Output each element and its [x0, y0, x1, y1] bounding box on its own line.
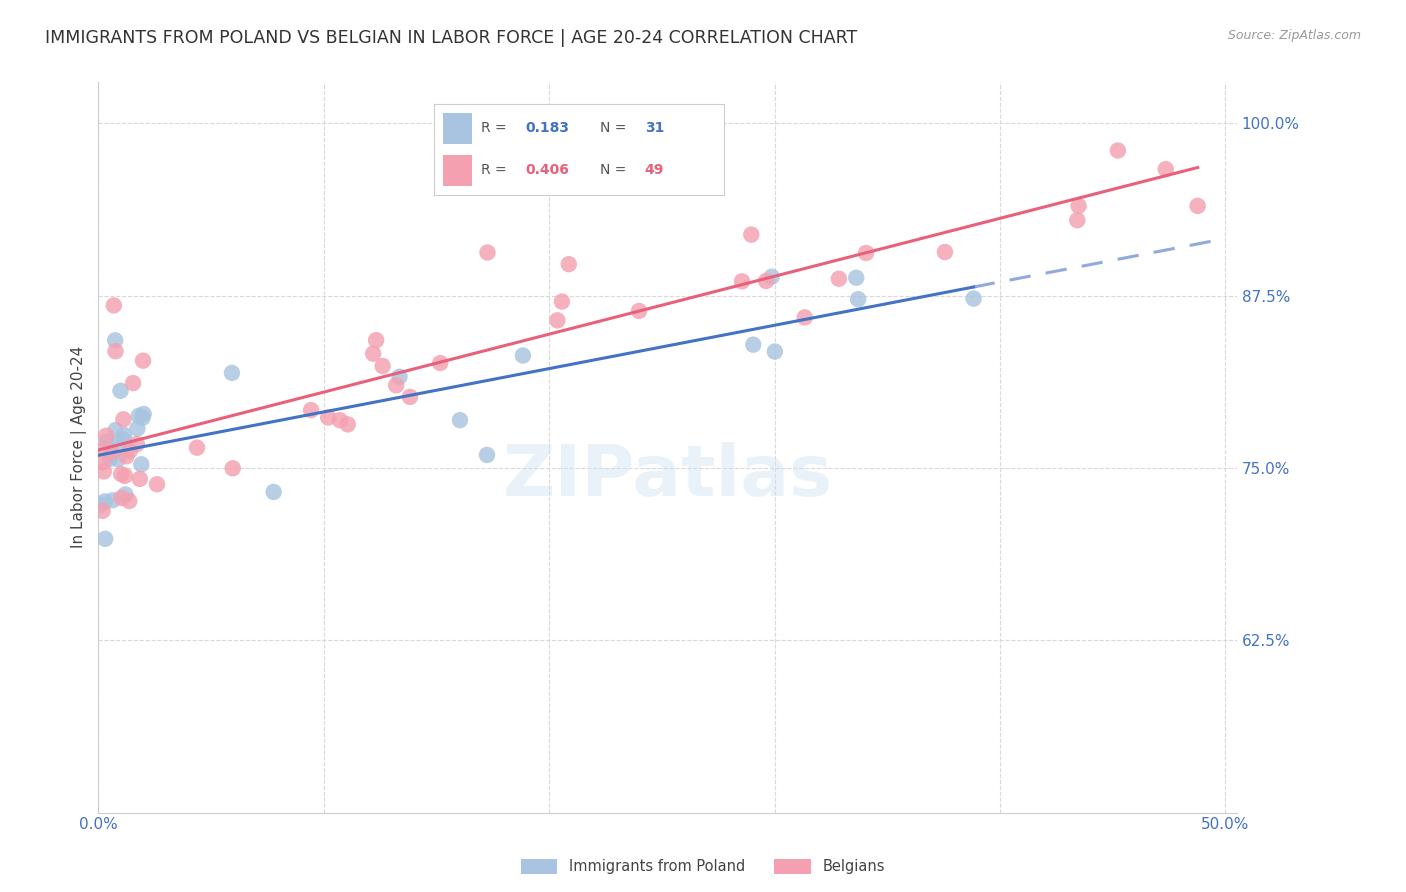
Point [110, 384, 132, 398]
Point [551, 294, 574, 309]
Point [222, 461, 245, 475]
Point [934, 245, 956, 260]
Point [94, 532, 117, 546]
Point [114, 487, 136, 501]
Point [793, 310, 815, 325]
Point [740, 227, 762, 242]
Point [118, 494, 141, 508]
Point [855, 246, 877, 260]
Point [91, 504, 114, 518]
Point [128, 409, 150, 423]
Point [127, 421, 149, 435]
Point [114, 468, 136, 483]
Point [104, 423, 127, 437]
Text: ZIPatlas: ZIPatlas [502, 442, 832, 511]
Point [962, 292, 984, 306]
Point [512, 349, 534, 363]
Point [94, 429, 117, 443]
Point [316, 410, 339, 425]
Point [1107, 144, 1129, 158]
Point [361, 347, 384, 361]
Point [761, 269, 783, 284]
Point [115, 450, 138, 464]
Point [755, 274, 778, 288]
Point [1067, 199, 1090, 213]
Point [90, 498, 112, 512]
Point [103, 298, 125, 312]
Point [742, 337, 765, 351]
Point [110, 491, 132, 505]
Point [104, 344, 127, 359]
Point [132, 407, 155, 421]
Point [91, 442, 114, 457]
Point [828, 271, 851, 285]
Point [131, 458, 153, 472]
Point [546, 313, 568, 327]
Point [263, 485, 285, 500]
Point [1187, 199, 1209, 213]
Point [107, 452, 129, 467]
Point [98, 452, 121, 467]
Point [105, 437, 128, 451]
Point [366, 333, 388, 347]
Point [477, 245, 499, 260]
Point [385, 378, 408, 392]
Point [96, 434, 118, 449]
Point [221, 366, 243, 380]
Point [1154, 162, 1177, 177]
Point [94, 494, 117, 508]
Point [399, 390, 422, 404]
Point [731, 274, 754, 288]
Point [558, 257, 581, 271]
Point [846, 292, 869, 306]
Point [299, 403, 322, 417]
Point [449, 413, 471, 427]
Point [122, 376, 145, 390]
Point [131, 410, 153, 425]
Y-axis label: In Labor Force | Age 20-24: In Labor Force | Age 20-24 [72, 346, 87, 549]
Point [763, 344, 786, 359]
Point [132, 353, 155, 368]
Point [125, 437, 148, 451]
Point [388, 369, 411, 384]
Point [100, 445, 122, 459]
Point [845, 270, 868, 285]
Point [429, 356, 451, 370]
Point [1066, 213, 1088, 227]
Point [110, 467, 132, 481]
Point [186, 441, 208, 455]
Point [101, 493, 124, 508]
Point [112, 428, 135, 442]
Point [91, 455, 114, 469]
Point [628, 304, 651, 318]
Point [371, 359, 394, 373]
Point [336, 417, 359, 432]
Point [128, 472, 150, 486]
Point [104, 334, 127, 348]
Point [118, 444, 141, 458]
Point [112, 433, 135, 447]
Text: IMMIGRANTS FROM POLAND VS BELGIAN IN LABOR FORCE | AGE 20-24 CORRELATION CHART: IMMIGRANTS FROM POLAND VS BELGIAN IN LAB… [45, 29, 858, 46]
Point [146, 477, 169, 491]
Point [329, 413, 352, 427]
Legend: Immigrants from Poland, Belgians: Immigrants from Poland, Belgians [515, 853, 891, 880]
Point [93, 465, 115, 479]
Point [475, 448, 498, 462]
Text: Source: ZipAtlas.com: Source: ZipAtlas.com [1227, 29, 1361, 42]
Point [112, 412, 135, 426]
